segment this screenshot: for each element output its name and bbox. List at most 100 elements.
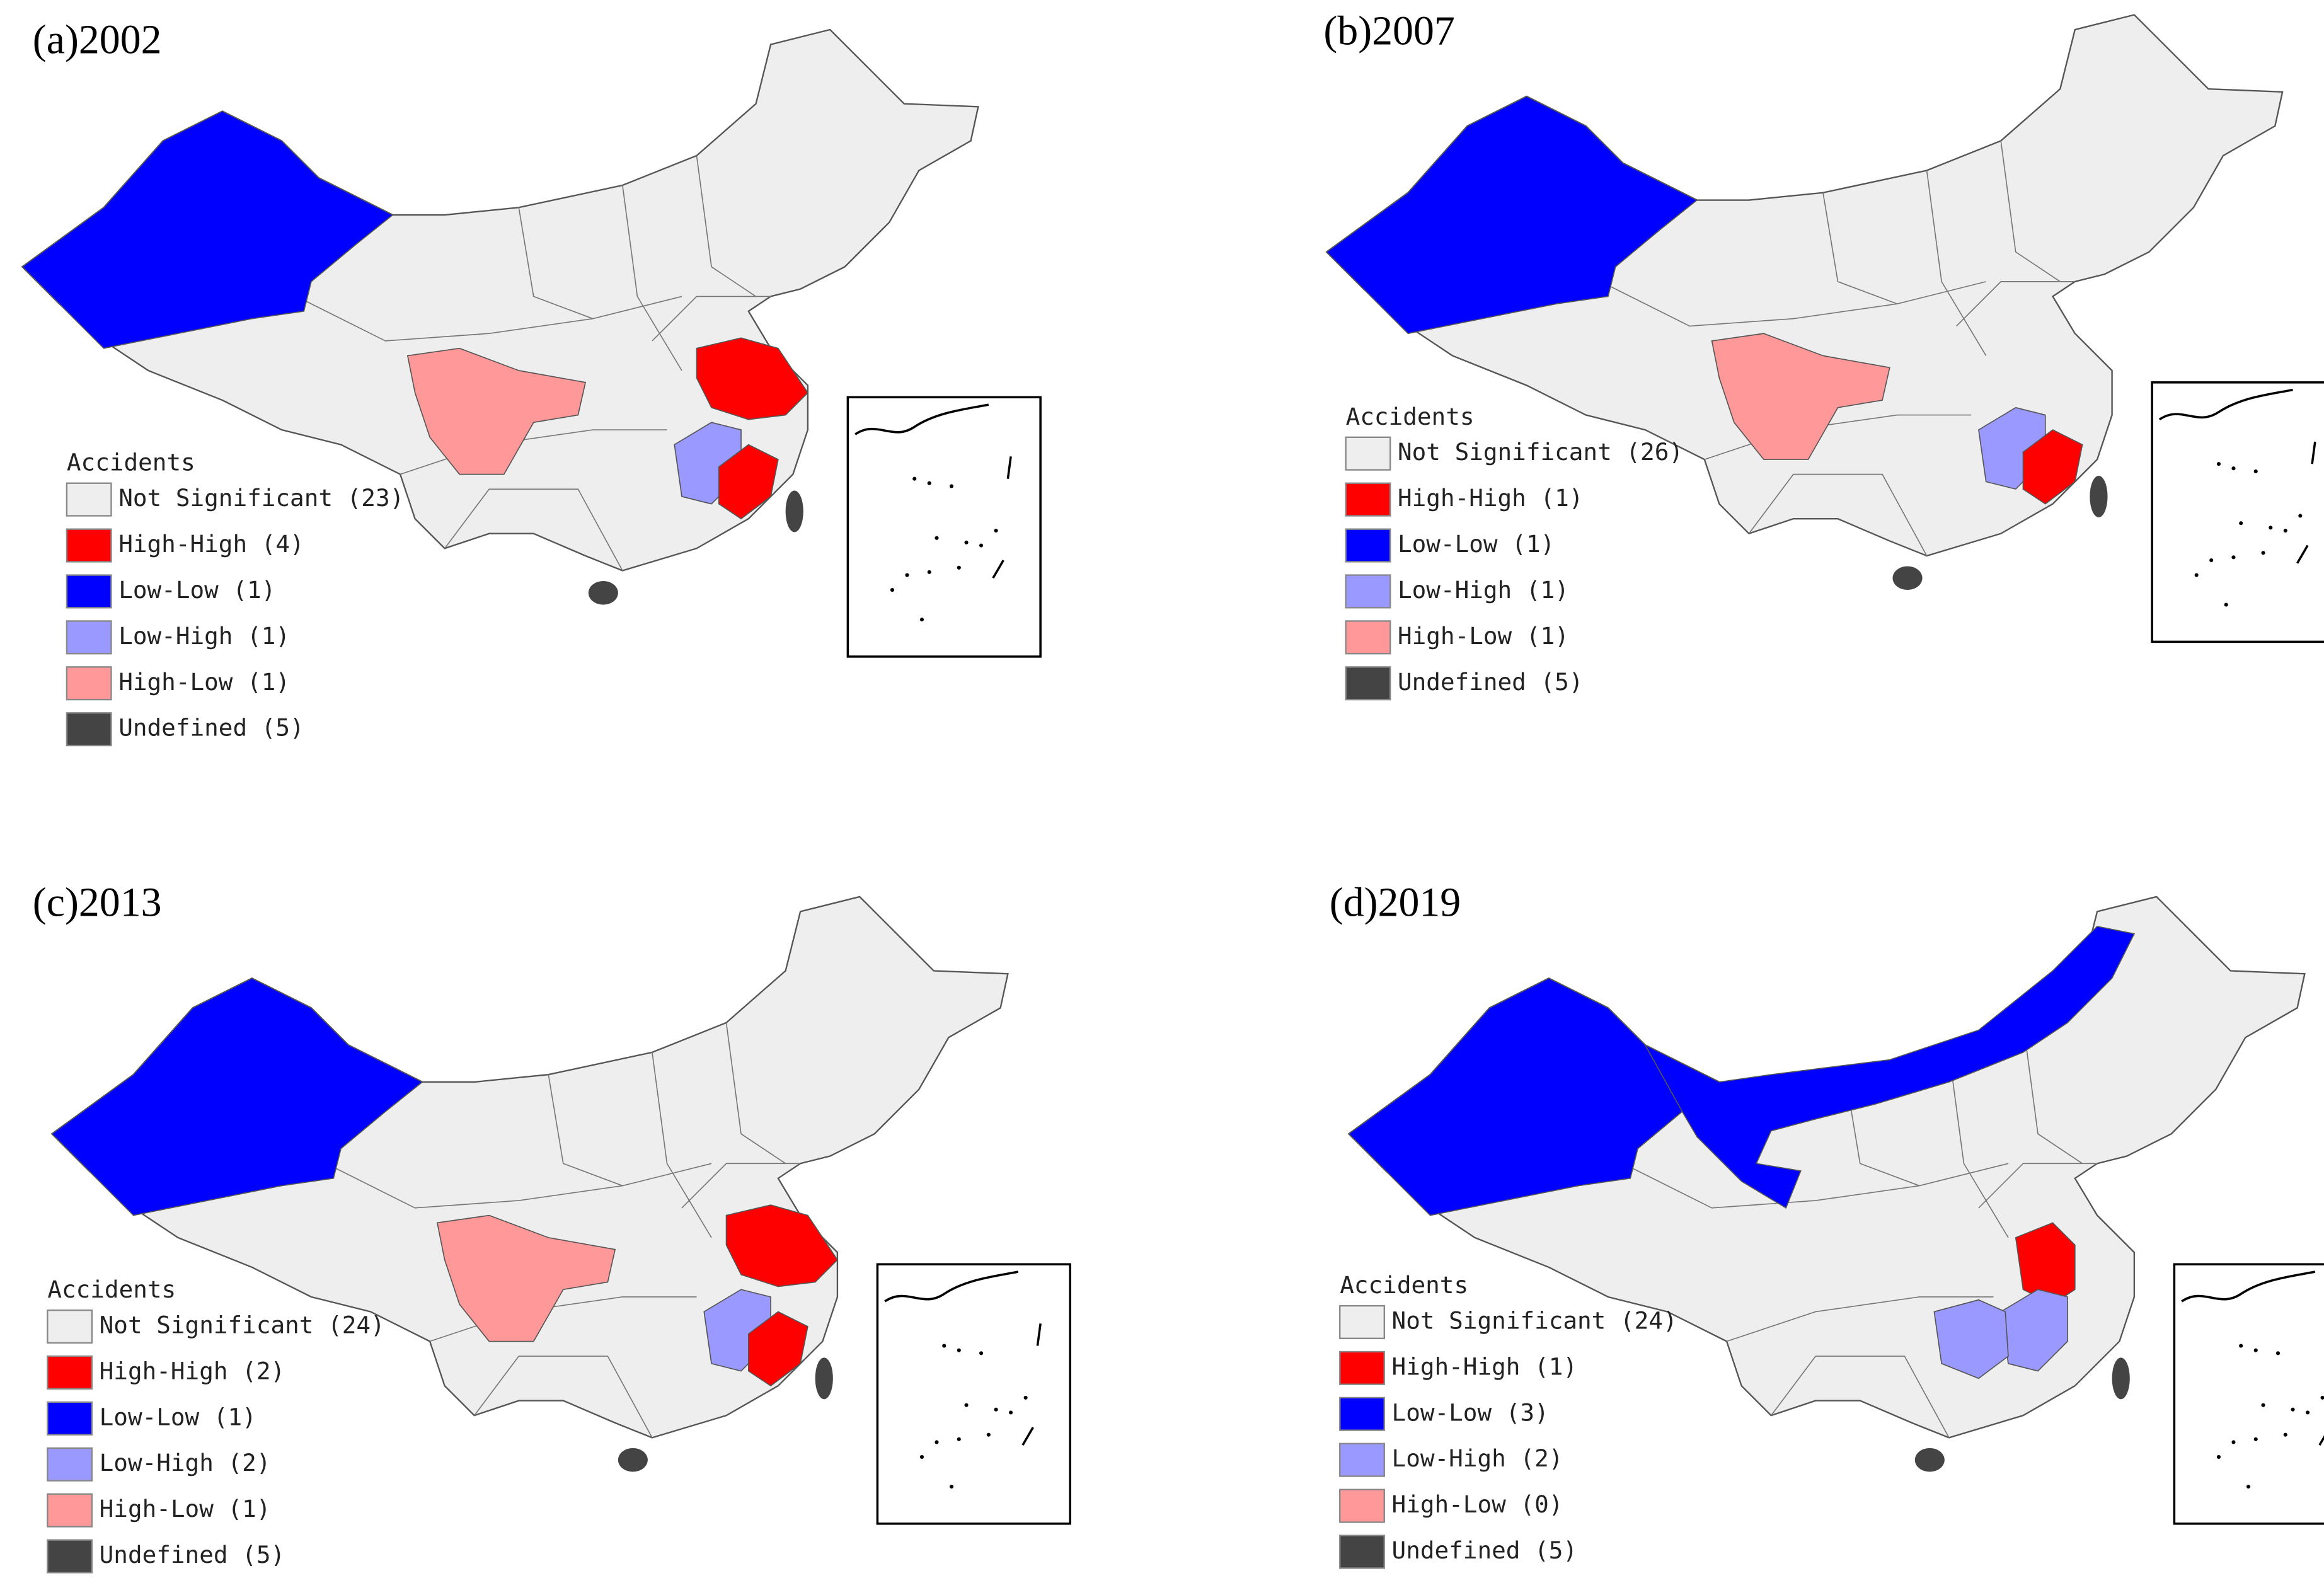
legend-swatch xyxy=(1345,666,1391,701)
legend-swatch xyxy=(66,574,112,609)
island-hainan xyxy=(618,1448,648,1472)
legend-label: Low-High (1) xyxy=(118,622,290,650)
legend-label: High-High (2) xyxy=(100,1357,285,1385)
legend-label: Undefined (5) xyxy=(1392,1536,1577,1564)
legend-label: Not Significant (26) xyxy=(1398,438,1683,466)
inset-island xyxy=(2275,1351,2281,1356)
inset-island xyxy=(942,1344,946,1348)
inset-island xyxy=(949,484,954,488)
legend-label: Low-Low (1) xyxy=(118,576,275,604)
inset-island xyxy=(890,588,895,592)
inset-island xyxy=(2269,526,2273,530)
inset-frame xyxy=(876,1263,1071,1525)
legend-swatch xyxy=(47,1309,93,1344)
legend-title: Accidents xyxy=(1340,1271,1468,1299)
island-hainan xyxy=(588,580,618,605)
province-border xyxy=(1748,473,1928,556)
province-border xyxy=(1600,281,1986,327)
legend-label: High-Low (1) xyxy=(118,668,290,696)
map-panel xyxy=(21,28,1042,658)
inset-island xyxy=(979,1351,984,1356)
inset-island xyxy=(2209,558,2214,563)
inset-island xyxy=(2194,573,2199,577)
map-panel xyxy=(50,895,1071,1525)
inset-island xyxy=(994,528,998,533)
legend-swatch xyxy=(1345,528,1391,563)
province-border xyxy=(474,1356,653,1438)
legend-label: Low-High (2) xyxy=(100,1449,271,1477)
inset-frame xyxy=(2151,381,2324,643)
legend-swatch xyxy=(47,1401,93,1436)
legend-label: High-High (1) xyxy=(1392,1352,1577,1380)
province-sc xyxy=(1711,333,1890,460)
inset-island xyxy=(2283,528,2287,533)
inset-frame xyxy=(2173,1263,2324,1525)
legend-swatch xyxy=(66,666,112,701)
legend-label: Low-Low (3) xyxy=(1392,1398,1549,1426)
island-taiwan xyxy=(2112,1357,2130,1400)
legend-label: High-High (4) xyxy=(118,530,304,558)
province-border xyxy=(296,296,682,342)
province-border xyxy=(400,429,667,475)
legend-swatch xyxy=(1345,574,1391,609)
inset-map xyxy=(846,396,1042,658)
inset-map xyxy=(2151,381,2324,643)
province-border xyxy=(1948,1052,2009,1238)
inset-island xyxy=(935,1440,939,1444)
legend-label: Low-Low (1) xyxy=(100,1403,256,1431)
province-border xyxy=(725,1022,786,1164)
inset-coast xyxy=(2158,388,2293,421)
inset-dash xyxy=(992,560,1004,579)
province-xj xyxy=(1325,95,1698,335)
inset-dash xyxy=(1006,456,1012,479)
inset-dash xyxy=(1021,1427,1034,1446)
map-panel xyxy=(1347,895,2324,1525)
island-taiwan xyxy=(785,490,803,533)
province-im xyxy=(1643,926,2136,1209)
province-border xyxy=(1726,1296,1994,1342)
province-border xyxy=(1978,1163,2098,1209)
inset-island xyxy=(957,565,961,570)
inset-island xyxy=(905,573,909,577)
legend-swatch xyxy=(1339,1535,1385,1569)
inset-island xyxy=(927,481,931,485)
island-hainan xyxy=(1892,566,1923,590)
inset-island xyxy=(2298,514,2303,518)
inset-island xyxy=(2253,1348,2258,1352)
province-border xyxy=(681,1163,801,1209)
legend-label: High-High (1) xyxy=(1398,484,1583,512)
inset-island xyxy=(986,1432,991,1437)
legend-swatch xyxy=(1339,1396,1385,1431)
inset-coast xyxy=(884,1270,1019,1303)
province-fj xyxy=(718,444,779,520)
inset-island xyxy=(2231,1440,2236,1444)
province-border xyxy=(2000,141,2061,282)
province-border xyxy=(1926,170,1987,356)
province-jx xyxy=(2000,1289,2068,1372)
legend-swatch xyxy=(1339,1304,1385,1339)
island-hainan xyxy=(1914,1448,1945,1472)
inset-dash xyxy=(2311,441,2316,464)
legend-label: Undefined (5) xyxy=(100,1541,285,1569)
inset-island xyxy=(2239,521,2243,526)
inset-island xyxy=(2261,551,2265,555)
island-taiwan xyxy=(2090,475,2108,517)
inset-map xyxy=(876,1263,1071,1525)
inset-island xyxy=(2283,1432,2287,1437)
inset-island xyxy=(2261,1403,2265,1407)
province-border xyxy=(548,1074,623,1187)
legend-label: Not Significant (23) xyxy=(118,484,404,512)
inset-dash xyxy=(2318,1435,2324,1446)
inset-island xyxy=(1023,1395,1028,1400)
legend-title: Accidents xyxy=(67,449,195,476)
province-xj xyxy=(21,110,394,349)
inset-island xyxy=(2246,1484,2251,1489)
province-border xyxy=(652,296,771,342)
province-xj xyxy=(51,977,423,1216)
inset-island xyxy=(2231,555,2236,560)
inset-island xyxy=(2239,1344,2243,1348)
inset-island xyxy=(2216,1454,2221,1460)
inset-dash xyxy=(1036,1323,1042,1346)
province-sc xyxy=(436,1214,616,1342)
province-ah xyxy=(2015,1222,2076,1305)
